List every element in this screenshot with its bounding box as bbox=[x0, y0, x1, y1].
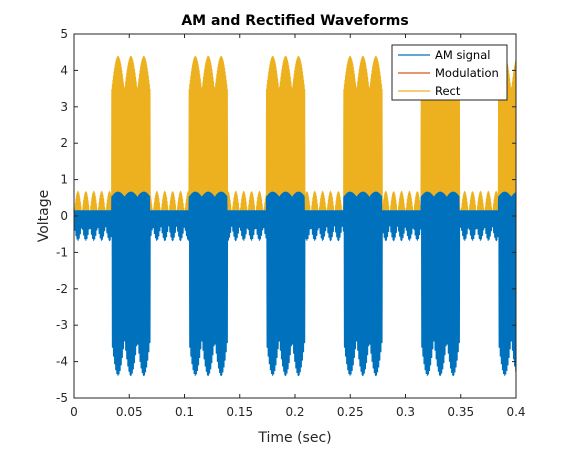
y-tick-label: 4 bbox=[60, 63, 68, 77]
legend-label-modulation: Modulation bbox=[435, 66, 499, 80]
y-tick-label: -1 bbox=[56, 245, 68, 259]
y-tick-label: 2 bbox=[60, 136, 68, 150]
legend-label-rect: Rect bbox=[435, 84, 461, 98]
y-tick-label: 3 bbox=[60, 100, 68, 114]
x-axis-label: Time (sec) bbox=[257, 430, 331, 446]
x-tick-label: 0.35 bbox=[447, 405, 474, 419]
y-tick-label: 5 bbox=[60, 27, 68, 41]
legend-label-am-signal: AM signal bbox=[435, 48, 490, 62]
x-tick-label: 0.1 bbox=[175, 405, 194, 419]
y-tick-label: -2 bbox=[56, 282, 68, 296]
x-tick-label: 0 bbox=[70, 405, 78, 419]
series-line-am-signal bbox=[74, 192, 516, 375]
x-tick-label: 0.05 bbox=[116, 405, 143, 419]
x-tick-label: 0.4 bbox=[506, 405, 525, 419]
series-layer bbox=[74, 57, 516, 375]
legend: AM signal Modulation Rect bbox=[392, 45, 507, 100]
x-tick-label: 0.2 bbox=[285, 405, 304, 419]
y-axis-label: Voltage bbox=[36, 190, 52, 243]
y-tick-label: 1 bbox=[60, 173, 68, 187]
y-tick-label: 0 bbox=[60, 209, 68, 223]
chart-title: AM and Rectified Waveforms bbox=[181, 13, 408, 29]
x-tick-label: 0.3 bbox=[396, 405, 415, 419]
y-tick-label: -5 bbox=[56, 391, 68, 405]
x-tick-label: 0.25 bbox=[337, 405, 364, 419]
y-tick-label: -4 bbox=[56, 355, 68, 369]
y-tick-label: -3 bbox=[56, 318, 68, 332]
x-tick-label: 0.15 bbox=[226, 405, 253, 419]
